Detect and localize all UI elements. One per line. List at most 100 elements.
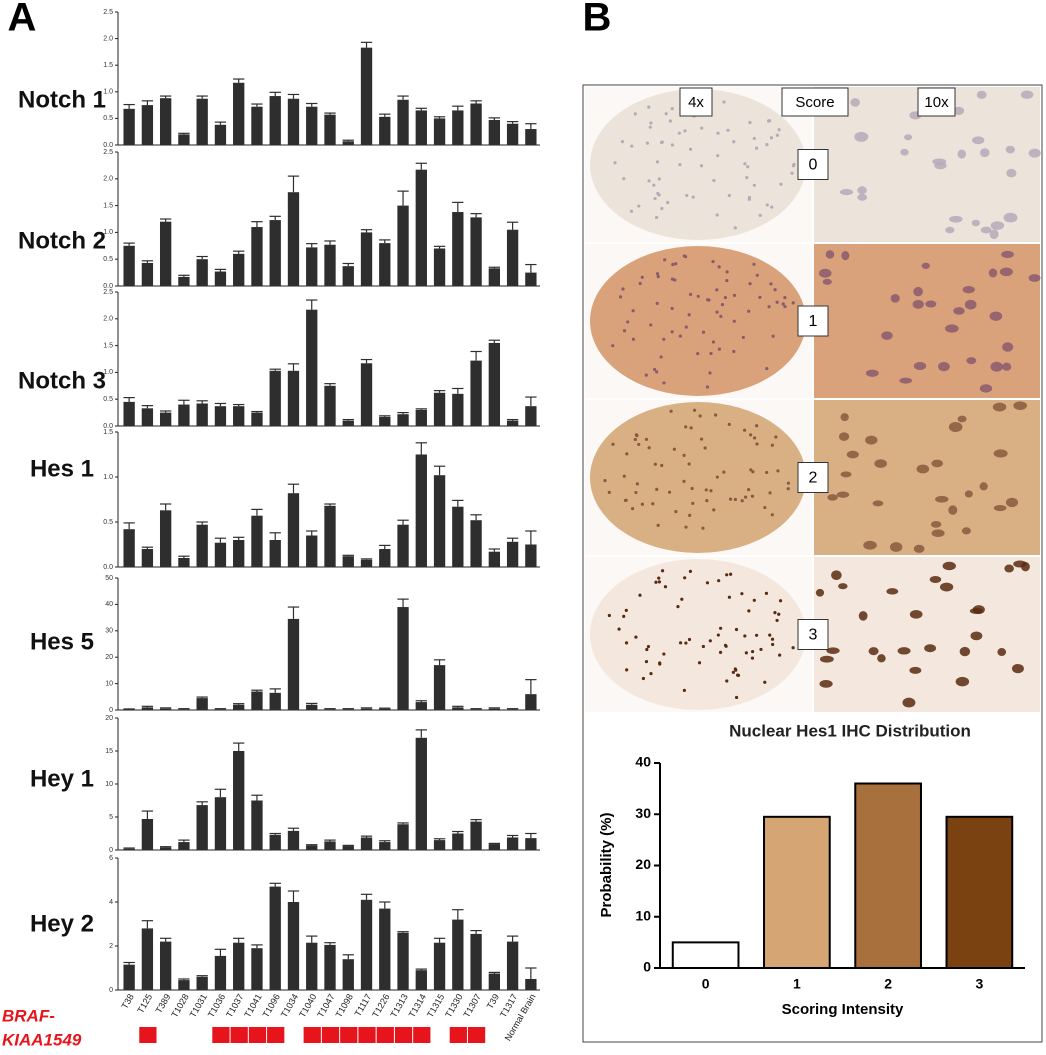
bar xyxy=(251,106,263,145)
nucleus xyxy=(957,149,967,159)
y-tick-label: 20 xyxy=(635,856,651,872)
nucleus xyxy=(763,505,767,510)
y-tick-label: 1.5 xyxy=(103,202,113,209)
row-label: Hes 1 xyxy=(30,455,94,482)
bar xyxy=(269,370,281,426)
header-label: Score xyxy=(795,94,834,111)
nucleus xyxy=(913,361,927,371)
nucleus xyxy=(644,437,649,441)
nucleus xyxy=(857,186,867,195)
nucleus xyxy=(774,435,778,439)
nucleus xyxy=(839,189,854,196)
bar xyxy=(159,847,172,850)
bar xyxy=(360,899,373,990)
bar xyxy=(470,360,482,426)
nucleus xyxy=(682,688,686,692)
nucleus xyxy=(775,133,779,137)
bar xyxy=(324,505,336,567)
nucleus xyxy=(872,500,884,507)
nucleus xyxy=(691,501,695,505)
nucleus xyxy=(611,442,615,446)
nucleus xyxy=(692,408,697,412)
nucleus xyxy=(622,474,626,478)
bar xyxy=(433,392,446,426)
nucleus xyxy=(722,100,726,104)
bar xyxy=(415,454,427,567)
bar xyxy=(525,544,537,567)
bar xyxy=(196,524,208,567)
bar xyxy=(397,932,409,990)
nucleus xyxy=(698,414,702,418)
nucleus xyxy=(633,112,637,116)
bar xyxy=(360,47,373,146)
nucleus xyxy=(765,142,769,147)
nucleus xyxy=(990,221,1005,230)
bar xyxy=(488,268,501,286)
nucleus xyxy=(743,162,747,166)
nucleus xyxy=(1003,212,1018,223)
nucleus xyxy=(758,295,762,299)
nucleus xyxy=(753,436,757,440)
fusion-marker xyxy=(449,1027,467,1043)
nucleus xyxy=(874,459,887,468)
bar xyxy=(470,821,482,850)
nucleus xyxy=(916,464,930,474)
bar xyxy=(506,420,519,426)
header-label: 4x xyxy=(688,94,704,111)
nucleus xyxy=(826,647,840,654)
nucleus xyxy=(748,433,753,437)
nucleus xyxy=(999,267,1013,277)
nucleus xyxy=(701,644,705,649)
nucleus xyxy=(652,183,656,187)
nucleus xyxy=(747,487,751,492)
nucleus xyxy=(949,215,963,223)
nucleus xyxy=(939,582,954,592)
bar xyxy=(287,370,300,426)
nucleus xyxy=(1011,663,1024,674)
x-tick-label: 0 xyxy=(702,976,710,992)
nucleus xyxy=(668,119,672,123)
bar xyxy=(159,510,172,567)
bar xyxy=(488,342,501,426)
nucleus xyxy=(791,164,796,168)
nucleus xyxy=(634,635,638,639)
image-grid xyxy=(585,87,1041,712)
nucleus xyxy=(688,513,692,517)
nucleus xyxy=(708,639,712,643)
bar xyxy=(251,948,263,990)
nucleus xyxy=(957,415,967,423)
nucleus xyxy=(881,331,893,340)
y-tick-label: 6 xyxy=(109,855,113,862)
nucleus xyxy=(747,309,751,313)
nucleus xyxy=(897,647,911,655)
fusion-marker xyxy=(321,1027,340,1043)
bar xyxy=(324,841,336,850)
x-tick-label: 1 xyxy=(793,976,801,992)
nucleus xyxy=(945,324,959,333)
nucleus xyxy=(676,605,680,609)
nucleus xyxy=(662,381,666,385)
fusion-marker xyxy=(248,1027,267,1043)
bar xyxy=(342,556,354,567)
bar xyxy=(488,973,501,990)
nucleus xyxy=(709,489,713,493)
bar xyxy=(397,524,409,567)
header-box xyxy=(679,87,713,117)
bar xyxy=(360,708,373,710)
nucleus xyxy=(622,177,626,181)
nucleus xyxy=(992,402,1007,412)
bar xyxy=(159,221,172,286)
nucleus xyxy=(653,462,657,466)
nucleus xyxy=(656,523,660,528)
y-tick-label: 10 xyxy=(105,781,113,788)
nucleus xyxy=(719,314,723,319)
nucleus xyxy=(645,647,649,652)
nucleus xyxy=(673,278,677,282)
bar xyxy=(233,540,245,567)
nucleus xyxy=(723,295,728,300)
bar xyxy=(287,618,300,710)
nucleus xyxy=(743,428,747,432)
bar xyxy=(763,815,831,969)
nucleus xyxy=(938,361,950,372)
bar xyxy=(415,110,427,145)
